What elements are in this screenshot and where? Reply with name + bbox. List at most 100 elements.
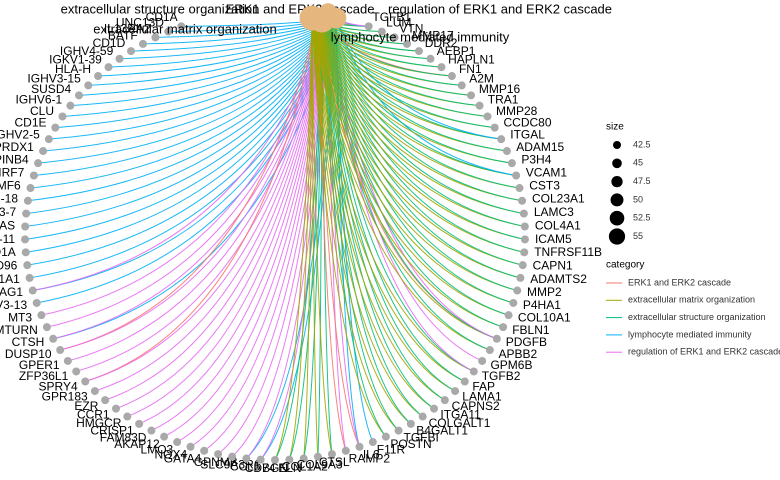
gene-label: CD74 [245,461,276,475]
gene-node [447,72,456,81]
gene-node [111,404,120,413]
gene-node [147,426,156,435]
edge [311,17,474,372]
gene-label: IGHV3-15 [27,72,81,86]
gene-label: COL9A3 [297,458,343,472]
gene-node [377,27,386,36]
size-legend-label: 55 [633,231,643,241]
edge [311,17,509,316]
gene-label: AEBP1 [437,44,476,58]
gene-node [214,450,223,459]
gene-node [115,54,124,63]
gene-node [502,147,511,156]
gene-label: COL10A1 [518,311,571,325]
gene-label: PRDX1 [0,140,34,154]
gene-label: IGHV4-59 [60,44,114,58]
gene-node [242,454,251,463]
gene-label: CAPN1 [533,259,573,273]
size-legend-dot [609,210,625,226]
gene-label: CLU [30,104,54,118]
gene-label: CTSL [319,455,350,469]
gene-label: TGFBI [404,431,439,445]
gene-node [492,334,501,343]
gene-label: FAP [472,380,495,394]
edge [274,17,313,461]
gene-node [466,91,475,100]
gene-label: MMP2 [527,285,562,299]
gene-label: TGFB2 [482,369,521,383]
gene-label: ADAMTS2 [530,272,587,286]
edge [311,17,319,457]
gene-label: APBB2 [498,347,537,361]
edge [311,17,523,266]
gene-node [81,377,90,386]
gene-label: CCR1 [77,408,110,422]
edge [33,17,337,176]
gene-label: P3H4 [521,152,551,166]
size-legend-label: 42.5 [633,139,651,149]
edge [321,19,526,240]
gene-node [84,81,93,90]
edge [321,19,504,328]
edge [176,11,329,443]
gene-label: CRISP1 [90,424,134,438]
category-label: extracellular matrix organization [93,21,277,36]
gene-node [285,455,294,464]
gene-node [519,209,528,218]
gene-label: TGFB1 [372,10,411,24]
gene-label: MMP17 [412,28,454,42]
edge [85,13,319,382]
nodes: CD1AUNC13DIL13RA2BATFCD1DIGHV4-59IGKV1-3… [0,1,612,475]
gene-node [21,222,30,231]
gene-label: IGHV6-1 [16,93,63,107]
gene-node [177,22,186,31]
legend-label: extracellular structure organization [628,312,766,322]
gene-node [23,196,32,205]
edge [311,17,412,425]
edge [46,11,329,328]
edge [321,19,524,215]
legend-label: ERK1 and ERK2 cascade [628,277,731,287]
edge [85,11,329,382]
gene-node [390,33,399,42]
gene-label: JAG1 [0,285,23,299]
gene-label: FBLN1 [512,323,550,337]
gene-node [66,101,75,110]
gene-label: MMP28 [496,104,538,118]
gene-label: EZR [74,399,98,413]
gene-node [37,311,46,320]
gene-label: TNFRSF11B [534,245,602,259]
gene-node [42,323,51,332]
edge [311,17,504,328]
gene-label: UNC13D [116,16,164,30]
gene-node [512,171,521,180]
gene-node [25,273,34,282]
gene-label: ITGAL [510,128,545,142]
edge [76,11,329,372]
edge [151,11,329,432]
gene-node [135,419,144,428]
gene-node [28,286,37,295]
gene-label: CD1E [14,116,46,130]
gene-label: CD1A [146,10,178,24]
gene-node [381,432,390,441]
gene-node [518,261,527,270]
gene-label: ZFP36L1 [19,369,69,383]
gene-node [63,356,72,365]
category-label: regulation of ERK1 and ERK2 cascade [388,1,612,16]
gene-node [22,209,31,218]
gene-label: IGHV3-11 [0,232,15,246]
gene-node [200,446,209,455]
gene-label: A2M [469,72,494,86]
gene-label: LAMC3 [534,205,574,219]
gene-label: CCL5 [230,460,261,474]
edge [321,19,488,117]
gene-node [504,311,513,320]
gene-node [151,33,160,42]
edge [311,17,387,437]
gene-node [29,171,38,180]
gene-node [426,54,435,63]
edge [311,17,491,351]
edge [60,13,319,351]
gene-label: ADAM15 [516,140,564,154]
